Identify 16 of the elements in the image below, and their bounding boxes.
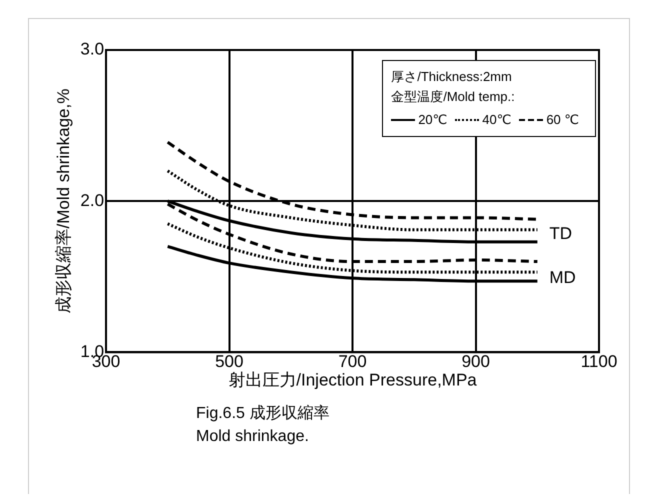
x-tick-label: 1100 [580, 352, 618, 372]
x-tick-label: 900 [462, 352, 490, 372]
annotation: TD [549, 224, 572, 244]
annotation: MD [549, 268, 576, 287]
legend-label: 20℃ [418, 111, 448, 129]
legend-title: 厚さ/Thickness:2mm 金型温度/Mold temp.: [391, 68, 516, 106]
x-tick-label: 700 [338, 352, 367, 372]
y-axis-title: 成形収縮率/Mold shrinkage,% [54, 88, 73, 314]
legend-label: 60 ℃ [546, 111, 579, 129]
text: Mold shrinkage. [196, 427, 310, 447]
x-tick-label: 500 [215, 352, 244, 372]
y-tick-label: 3.0 [80, 40, 104, 59]
x-axis-title: 射出圧力/Injection Pressure,MPa [228, 370, 478, 390]
legend-label: 40℃ [482, 111, 512, 129]
caption: Fig.6.5 成形収縮率 [196, 404, 330, 424]
y-tick-label: 2.0 [80, 190, 104, 210]
